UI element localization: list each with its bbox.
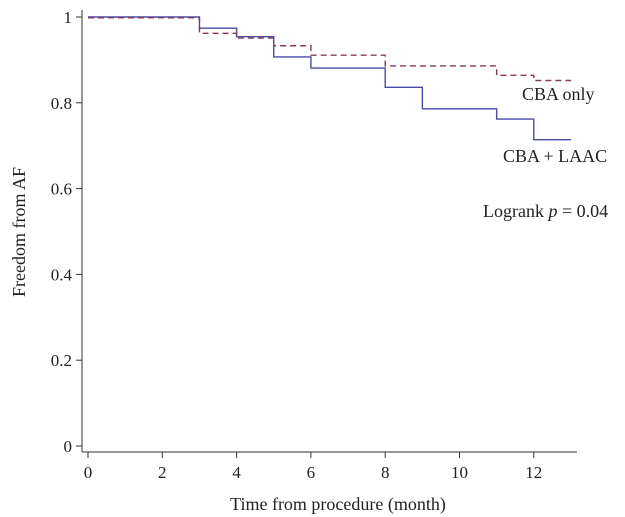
x-tick-label: 12 xyxy=(525,463,542,482)
logrank-prefix: Logrank xyxy=(483,201,548,221)
y-tick-label: 0.6 xyxy=(51,180,72,199)
x-axis-title: Time from procedure (month) xyxy=(230,494,446,515)
y-axis-title: Freedom from AF xyxy=(9,167,29,297)
x-tick-label: 6 xyxy=(307,463,316,482)
series-line-cba-laac xyxy=(88,16,571,141)
ticks: 0 2 4 6 8 10 12 0 0.2 0.4 0.6 0.8 1 xyxy=(51,8,543,482)
x-tick-label: 8 xyxy=(381,463,390,482)
series-line-cba-only xyxy=(88,17,571,82)
y-tick-label: 0 xyxy=(64,437,73,456)
logrank-p-symbol: p xyxy=(546,201,557,221)
axes xyxy=(81,10,577,453)
series-layer xyxy=(88,16,571,141)
series-label-cba-only: CBA only xyxy=(522,84,595,104)
series-label-cba-laac: CBA + LAAC xyxy=(503,146,607,166)
y-tick-label: 0.2 xyxy=(51,351,72,370)
x-tick-label: 10 xyxy=(451,463,468,482)
x-tick-label: 0 xyxy=(84,463,93,482)
y-tick-label: 0.4 xyxy=(51,265,73,284)
logrank-annotation: Logrank p = 0.04 xyxy=(483,201,608,221)
x-tick-label: 2 xyxy=(158,463,167,482)
y-tick-label: 0.8 xyxy=(51,94,72,113)
logrank-value: = 0.04 xyxy=(557,201,608,221)
x-tick-label: 4 xyxy=(232,463,241,482)
y-tick-label: 1 xyxy=(64,8,73,27)
